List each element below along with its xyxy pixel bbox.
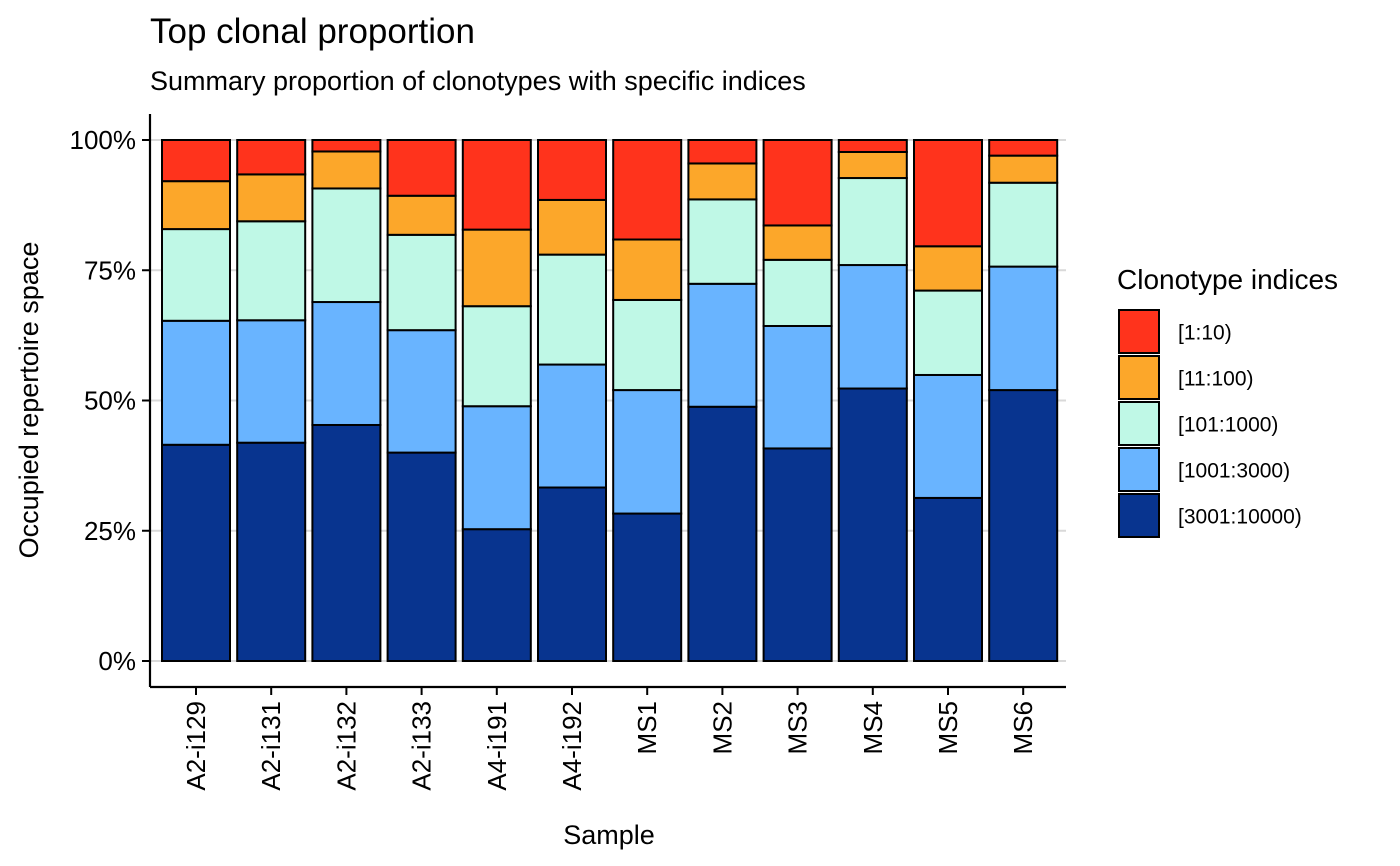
legend: Clonotype indices [1:10) [11:100) [101:100…: [1117, 264, 1338, 538]
bar-segment-A4-i191-2: [461, 305, 532, 408]
x-tick-label-6: MS1: [632, 701, 662, 754]
y-tick-label-1: 25%: [84, 516, 136, 546]
bar-segment-MS6-2: [988, 181, 1059, 268]
y-axis-label: Occupied repertoire space: [14, 242, 44, 559]
x-tick-label-9: MS4: [858, 701, 888, 754]
bar-segment-A2-i132-1: [311, 301, 382, 426]
bar-segment-A4-i191-3: [461, 228, 532, 308]
chart-subtitle: Summary proportion of clonotypes with sp…: [150, 66, 806, 96]
y-tick-label-3: 75%: [84, 255, 136, 285]
bar-segment-MS5-2: [913, 289, 983, 376]
bar-segment-A4-i192-0: [537, 486, 607, 662]
bar-segment-A2-i131-2: [236, 220, 307, 322]
bar-segment-MS2-2: [687, 198, 758, 285]
x-tick-label-5: A4-i192: [557, 701, 587, 791]
chart-title: Top clonal proportion: [150, 12, 475, 51]
legend-swatch-4: [1118, 493, 1160, 538]
bar-segment-A2-i132-3: [311, 150, 382, 190]
bar-segment-MS3-1: [762, 324, 833, 450]
x-tick-label-4: A4-i191: [482, 701, 512, 791]
bar-segment-MS1-0: [612, 512, 683, 662]
bar-segment-MS6-3: [988, 154, 1059, 184]
legend-label-2: [101:1000): [1178, 414, 1278, 437]
bar-segment-MS6-0: [988, 389, 1059, 662]
bar-segment-MS5-0: [913, 496, 983, 662]
y-tick-label-2: 50%: [84, 386, 136, 416]
bar-segment-A2-i131-3: [236, 173, 307, 223]
bar-segment-MS4-4: [837, 139, 908, 153]
bar-segment-A2-i133-0: [386, 451, 457, 662]
bar-segment-A2-i129-4: [161, 139, 231, 183]
legend-swatch-3: [1118, 447, 1160, 492]
x-tick-label-0: A2-i129: [181, 701, 211, 791]
legend-swatch-2: [1118, 401, 1160, 446]
bar-segment-MS4-2: [837, 177, 908, 267]
bar-segment-A2-i131-4: [236, 139, 307, 176]
bar-segment-MS4-0: [837, 387, 908, 662]
bar-segment-MS2-3: [687, 162, 758, 201]
bar-segment-A2-i131-0: [236, 441, 307, 662]
bar-segment-A2-i129-0: [161, 443, 231, 662]
bar-segment-A2-i132-0: [311, 423, 382, 662]
bar-segment-A2-i129-3: [161, 180, 231, 231]
y-tick-label-4: 100%: [70, 125, 137, 155]
bar-segment-MS5-3: [913, 245, 983, 292]
bar-segment-MS1-4: [612, 139, 683, 241]
bar-segment-MS3-0: [762, 447, 833, 662]
bar-segment-MS3-3: [762, 224, 833, 261]
legend-label-3: [1001:3000): [1178, 460, 1290, 483]
bar-segment-A2-i133-1: [386, 329, 457, 454]
bar-segment-A4-i191-4: [461, 139, 532, 231]
bar-segment-A2-i133-4: [386, 139, 457, 197]
bar-segment-MS1-3: [612, 238, 683, 301]
x-tick-label-7: MS2: [707, 701, 737, 754]
bar-segment-A4-i192-2: [537, 253, 607, 366]
legend-title: Clonotype indices: [1117, 264, 1338, 295]
bar-segment-MS1-1: [612, 389, 683, 515]
bar-segment-A4-i192-4: [537, 139, 607, 201]
legend-swatch-0: [1118, 309, 1160, 354]
bar-segment-MS3-2: [762, 258, 833, 327]
legend-label-0: [1:10): [1178, 322, 1232, 345]
bar-segment-A4-i192-1: [537, 363, 607, 489]
bar-segment-A4-i191-1: [461, 405, 532, 531]
bar-segment-A2-i131-1: [236, 319, 307, 444]
bar-segment-MS6-1: [988, 265, 1059, 392]
bar-segment-A2-i132-4: [311, 139, 382, 153]
bar-segment-MS4-1: [837, 264, 908, 390]
x-tick-label-1: A2-i131: [256, 701, 286, 791]
bar-segment-MS2-0: [687, 405, 758, 663]
bars: [161, 139, 1059, 663]
legend-label-1: [11:100): [1178, 368, 1254, 391]
bar-segment-MS1-2: [612, 298, 683, 392]
bar-segment-MS2-4: [687, 139, 758, 165]
x-tick-label-11: MS6: [1008, 701, 1038, 754]
bar-segment-MS5-4: [913, 139, 983, 248]
x-axis-ticks: A2-i129 A2-i131 A2-i132 A2-i133 A4-i191 A4-i1…: [181, 687, 1038, 791]
bar-segment-A2-i129-1: [161, 319, 231, 446]
bar-segment-MS5-1: [913, 373, 983, 499]
bar-segment-MS4-3: [837, 150, 908, 180]
x-tick-label-3: A2-i133: [407, 701, 437, 791]
x-tick-label-8: MS3: [783, 701, 813, 754]
bar-segment-MS3-4: [762, 139, 833, 227]
y-tick-label-0: 0%: [98, 646, 136, 676]
bar-segment-MS6-4: [988, 139, 1059, 157]
legend-swatch-1: [1118, 355, 1160, 400]
bar-segment-A2-i133-2: [386, 233, 457, 332]
bar-segment-A2-i133-3: [386, 194, 457, 236]
bar-segment-A2-i132-2: [311, 187, 382, 304]
bar-segment-A4-i191-0: [461, 528, 532, 663]
bar-segment-A4-i192-3: [537, 198, 607, 256]
bar-segment-MS2-1: [687, 282, 758, 408]
x-axis-label: Sample: [563, 820, 655, 850]
x-tick-label-10: MS5: [933, 701, 963, 754]
x-tick-label-2: A2-i132: [331, 701, 361, 791]
legend-label-4: [3001:10000): [1178, 506, 1302, 529]
bar-segment-A2-i129-2: [161, 228, 231, 322]
y-axis-ticks: 0% 25% 50% 75% 100%: [70, 125, 150, 676]
